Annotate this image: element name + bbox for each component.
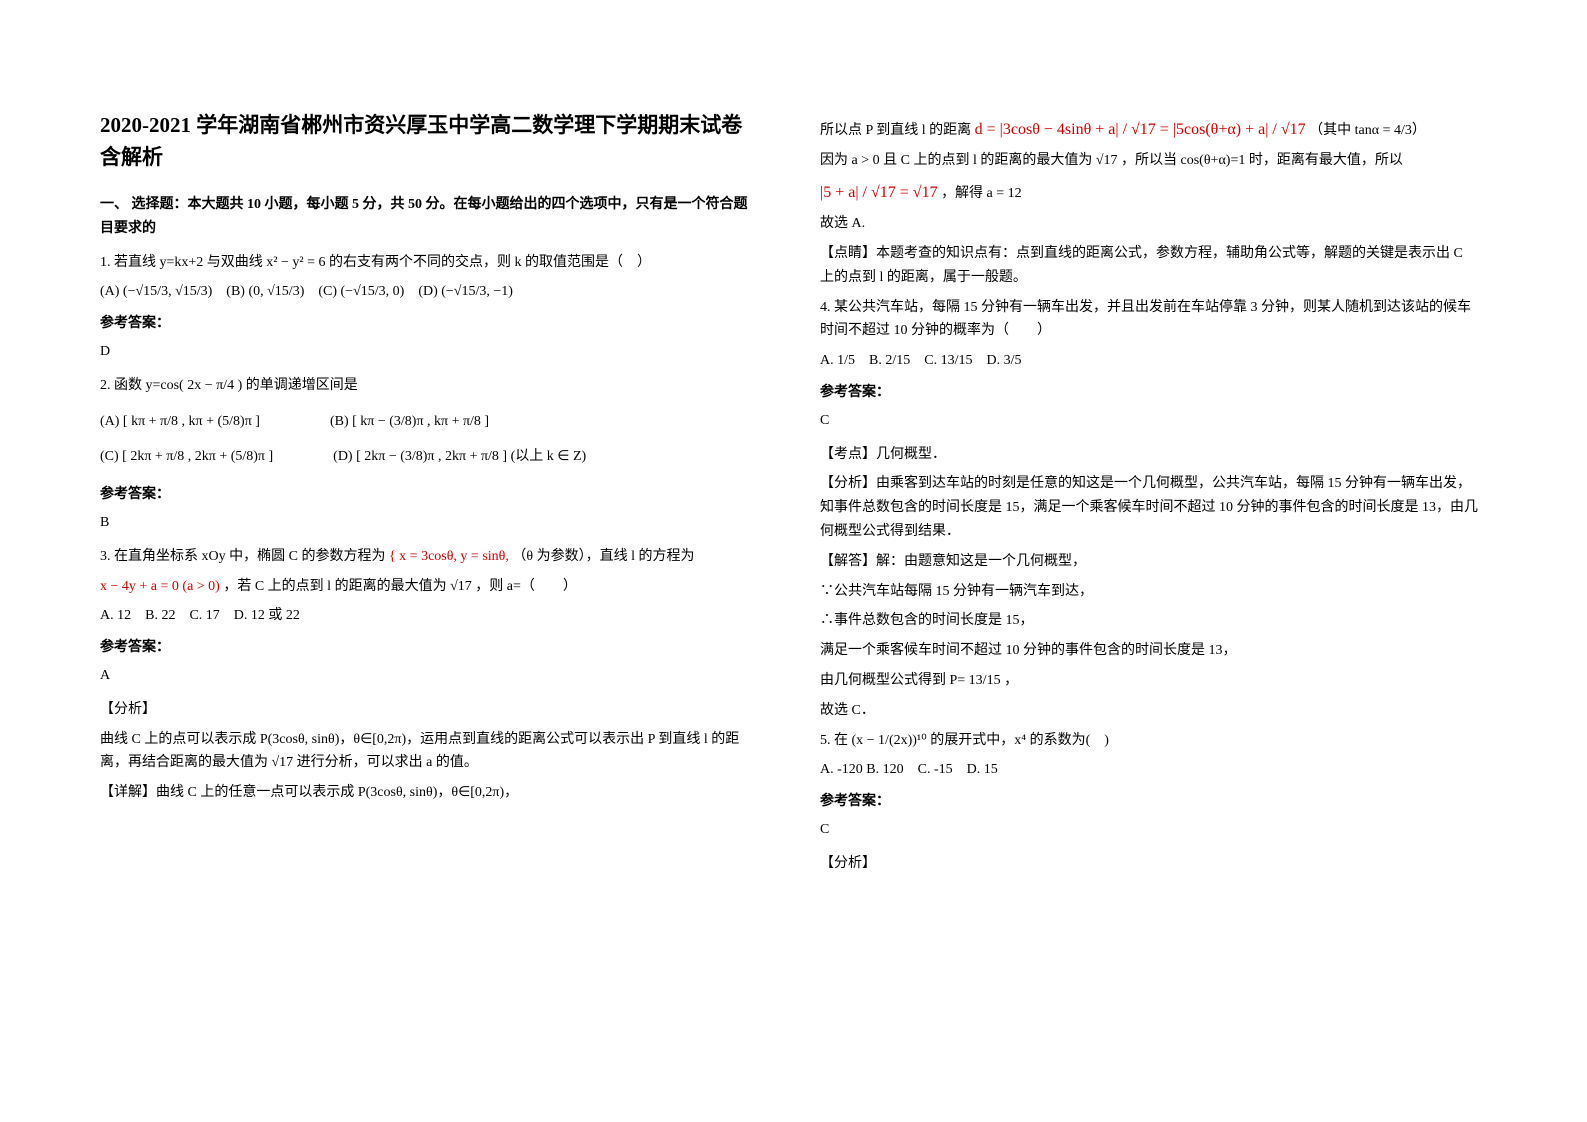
q2-stem: 2. 函数 y=cos( 2x − π/4 ) 的单调递增区间是 [100,374,760,398]
dist-eq-tail: ，解得 a = 12 [941,186,1022,201]
so-a: 故选 A. [820,212,1480,236]
q5-fenxi: 【分析】 [820,852,1480,876]
q3-line2: x − 4y + a = 0 (a > 0) ，若 C 上的点到 l 的距离的最… [100,575,760,599]
q3-param: { x = 3cosθ, y = sinθ, [389,549,509,564]
q5-answer: C [820,818,1480,842]
q2-choice-b: (B) [ kπ − (3/8)π , kπ + π/8 ] [330,410,489,434]
q2-answer: B [100,511,760,535]
q3-stem-part1: 3. 在直角坐标系 xOy 中，椭圆 C 的参数方程为 [100,549,385,564]
q2-choice-d: (D) [ 2kπ − (3/8)π , 2kπ + π/8 ] (以上 k ∈… [333,445,586,469]
q5-answer-label: 参考答案： [820,790,1480,814]
q4-jd3: ∴事件总数包含的时间长度是 15， [820,609,1480,633]
dist-line: 所以点 P 到直线 l 的距离 d = |3cosθ − 4sinθ + a| … [820,116,1480,143]
q3-answer-label: 参考答案： [100,636,760,660]
q2-answer-label: 参考答案： [100,483,760,507]
q1-answer: D [100,340,760,364]
dist-eq: |5 + a| / √17 = √17 [820,184,938,201]
doc-title: 2020-2021 学年湖南省郴州市资兴厚玉中学高二数学理下学期期末试卷含解析 [100,110,760,173]
q4-jd2: ∵公共汽车站每隔 15 分钟有一辆汽车到达， [820,580,1480,604]
left-column: 2020-2021 学年湖南省郴州市资兴厚玉中学高二数学理下学期期末试卷含解析 … [100,110,760,882]
dist-line2: 因为 a > 0 且 C 上的点到 l 的距离的最大值为 √17 ，所以当 co… [820,149,1480,173]
q3-line-eq: x − 4y + a = 0 (a > 0) [100,579,220,594]
q3-stem-part3: ，若 C 上的点到 l 的距离的最大值为 √17 ，则 a=（ ） [223,579,577,594]
q1-answer-label: 参考答案： [100,312,760,336]
dist-formula: d = |3cosθ − 4sinθ + a| / √17 = |5cos(θ+… [975,121,1306,138]
q3-analysis-label: 【分析】 [100,698,760,722]
dist-tail: （其中 tanα = 4/3） [1309,123,1426,138]
q4-answer-label: 参考答案： [820,381,1480,405]
dist-line-text: 所以点 P 到直线 l 的距离 [820,123,971,138]
q4-jd4: 满足一个乘客候车时间不超过 10 分钟的事件包含的时间长度是 13， [820,639,1480,663]
q3-answer: A [100,664,760,688]
q5-choices: A. -120 B. 120 C. -15 D. 15 [820,758,1480,782]
q5-stem: 5. 在 (x − 1/(2x))¹⁰ 的展开式中，x⁴ 的系数为( ) [820,729,1480,753]
q3-stem-part2: （θ 为参数），直线 l 的方程为 [512,549,694,564]
q2-choice-c: (C) [ 2kπ + π/8 , 2kπ + (5/8)π ] [100,445,273,469]
q3-stem: 3. 在直角坐标系 xOy 中，椭圆 C 的参数方程为 { x = 3cosθ,… [100,545,760,569]
q1-choices: (A) (−√15/3, √15/3) (B) (0, √15/3) (C) (… [100,280,760,304]
dist-eq-line: |5 + a| / √17 = √17 ，解得 a = 12 [820,179,1480,206]
q4-stem: 4. 某公共汽车站，每隔 15 分钟有一辆车出发，并且出发前在车站停靠 3 分钟… [820,296,1480,344]
q1-stem: 1. 若直线 y=kx+2 与双曲线 x² − y² = 6 的右支有两个不同的… [100,251,760,275]
q3-choices: A. 12 B. 22 C. 17 D. 12 或 22 [100,604,760,628]
q4-fenxi: 【分析】由乘客到达车站的时刻是任意的知这是一个几何概型，公共汽车站，每隔 15 … [820,472,1480,543]
q4-kaodian: 【考点】几何概型． [820,443,1480,467]
q3-analysis: 曲线 C 上的点可以表示成 P(3cosθ, sinθ)，θ∈[0,2π)，运用… [100,728,760,776]
q4-jd5: 由几何概型公式得到 P= 13/15 ， [820,669,1480,693]
q2-choice-a: (A) [ kπ + π/8 , kπ + (5/8)π ] [100,410,260,434]
right-column: 所以点 P 到直线 l 的距离 d = |3cosθ − 4sinθ + a| … [820,110,1480,882]
q4-answer: C [820,409,1480,433]
q4-jd6: 故选 C． [820,699,1480,723]
q4-jd1: 【解答】解：由题意知这是一个几何概型， [820,550,1480,574]
q4-choices: A. 1/5 B. 2/15 C. 13/15 D. 3/5 [820,349,1480,373]
q3-detail: 【详解】曲线 C 上的任意一点可以表示成 P(3cosθ, sinθ)，θ∈[0… [100,781,760,805]
dianping: 【点睛】本题考查的知识点有：点到直线的距离公式，参数方程，辅助角公式等，解题的关… [820,242,1480,290]
section-1-heading: 一、 选择题：本大题共 10 小题，每小题 5 分，共 50 分。在每小题给出的… [100,193,760,241]
